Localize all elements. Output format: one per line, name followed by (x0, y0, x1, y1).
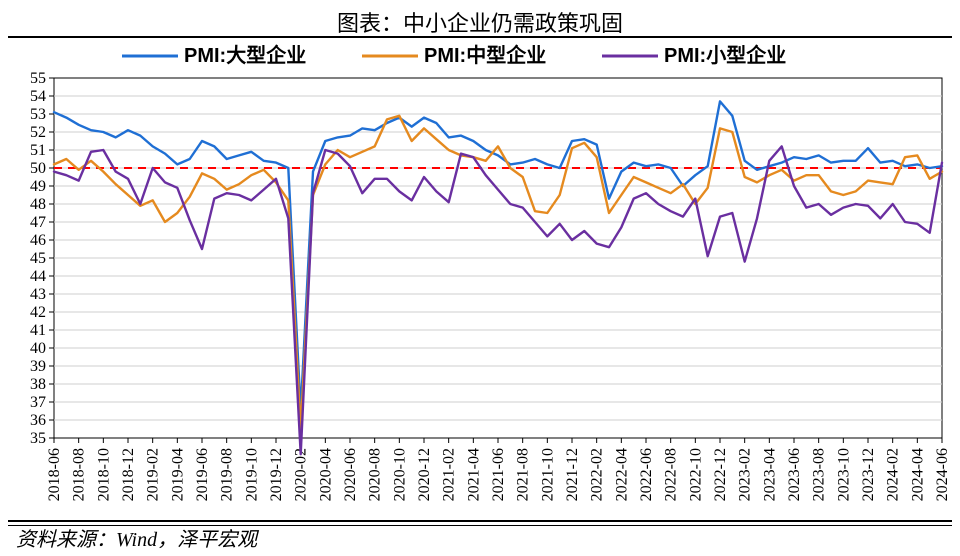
x-tick-label: 2023-02 (737, 448, 754, 501)
chart-title: 图表：中小企业仍需政策巩固 (0, 6, 960, 38)
x-tick-label: 2021-12 (564, 448, 581, 501)
x-tick-label: 2020-04 (317, 448, 334, 501)
x-tick-label: 2022-08 (663, 448, 680, 501)
y-tick-label: 49 (30, 178, 46, 195)
x-tick-label: 2023-08 (811, 448, 828, 501)
x-tick-label: 2021-10 (539, 448, 556, 501)
y-tick-label: 38 (30, 376, 46, 393)
source-label: 资料来源：Wind，泽平宏观 (16, 523, 257, 552)
bottom-rule-thick (8, 520, 952, 522)
x-tick-label: 2019-06 (194, 448, 211, 501)
x-tick-label: 2024-04 (909, 448, 926, 501)
x-tick-label: 2020-06 (342, 448, 359, 501)
y-tick-label: 53 (30, 106, 46, 123)
legend-label: PMI:大型企业 (184, 43, 306, 67)
x-tick-label: 2022-04 (613, 448, 630, 501)
x-tick-label: 2022-12 (712, 448, 729, 501)
x-tick-label: 2018-10 (95, 448, 112, 501)
y-tick-label: 40 (30, 340, 46, 357)
y-tick-label: 37 (30, 394, 46, 411)
y-tick-label: 43 (30, 286, 46, 303)
y-tick-label: 45 (30, 250, 46, 267)
x-tick-label: 2019-02 (145, 448, 162, 501)
y-tick-label: 48 (30, 196, 46, 213)
legend: PMI:大型企业 PMI:中型企业 PMI:小型企业 (122, 43, 786, 67)
y-tick-label: 44 (30, 268, 46, 285)
x-tick-label: 2018-12 (120, 448, 137, 501)
y-tick-label: 35 (30, 430, 46, 447)
x-tick-label: 2020-12 (416, 448, 433, 501)
y-tick-label: 46 (30, 232, 46, 249)
legend-label: PMI:中型企业 (424, 43, 546, 67)
x-tick-label: 2023-10 (835, 448, 852, 501)
x-tick-label: 2018-08 (71, 448, 88, 501)
y-tick-label: 52 (30, 124, 46, 141)
x-tick-label: 2020-08 (367, 448, 384, 501)
x-tick-label: 2022-10 (687, 448, 704, 501)
chart-svg: PMI:大型企业 PMI:中型企业 PMI:小型企业 3536373839404142… (8, 40, 952, 516)
x-tick-label: 2019-12 (268, 448, 285, 501)
y-tick-label: 51 (30, 142, 46, 159)
y-tick-label: 41 (30, 322, 46, 339)
x-tick-label: 2023-06 (786, 448, 803, 501)
y-tick-label: 55 (30, 70, 46, 87)
x-tick-label: 2022-06 (638, 448, 655, 501)
x-tick-label: 2023-12 (860, 448, 877, 501)
y-tick-label: 47 (30, 214, 46, 231)
top-rule (8, 36, 952, 38)
y-tick-label: 36 (30, 412, 46, 429)
x-tick-label: 2019-08 (219, 448, 236, 501)
y-tick-label: 42 (30, 304, 46, 321)
x-tick-label: 2021-04 (465, 448, 482, 501)
x-tick-label: 2020-10 (391, 448, 408, 501)
x-tick-label: 2022-02 (589, 448, 606, 501)
y-tick-label: 39 (30, 358, 46, 375)
legend-label: PMI:小型企业 (664, 43, 786, 67)
y-tick-label: 50 (30, 160, 46, 177)
x-tick-label: 2021-02 (441, 448, 458, 501)
pmi-line-chart: PMI:大型企业 PMI:中型企业 PMI:小型企业 3536373839404142… (8, 40, 952, 516)
x-tick-label: 2021-06 (490, 448, 507, 501)
x-tick-label: 2019-04 (169, 448, 186, 501)
x-tick-label: 2024-02 (885, 448, 902, 501)
x-tick-label: 2023-04 (761, 448, 778, 501)
x-tick-label: 2019-10 (243, 448, 260, 501)
x-tick-label: 2024-06 (934, 448, 951, 501)
y-tick-label: 54 (30, 88, 46, 105)
x-tick-label: 2018-06 (46, 448, 63, 501)
x-tick-label: 2020-02 (293, 448, 310, 501)
x-tick-label: 2021-08 (515, 448, 532, 501)
